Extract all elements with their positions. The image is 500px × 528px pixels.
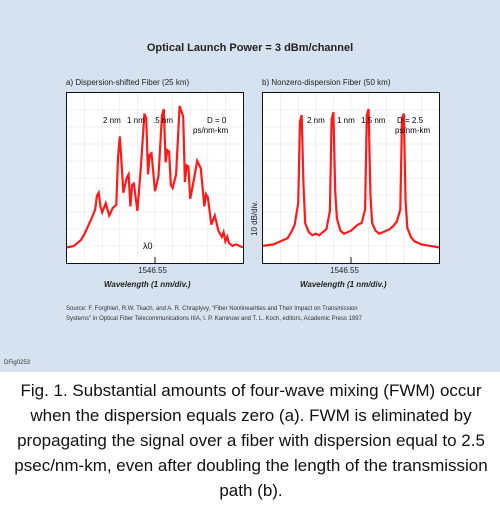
source-note-line-2: Systems" in Optical Fiber Telecommunicat… bbox=[66, 316, 362, 322]
plot-b-annot-2nm: 2 nm bbox=[307, 116, 325, 125]
plot-a-trace bbox=[66, 105, 244, 249]
figure-title: Optical Launch Power = 3 dBm/channel bbox=[146, 42, 354, 54]
figure-caption: Fig. 1. Substantial amounts of four-wave… bbox=[14, 381, 488, 500]
plot-b-trace bbox=[262, 108, 440, 249]
plot-b-xlabel: Wavelength (1 nm/div.) bbox=[300, 280, 387, 289]
plot-b-annot-unit: ps/nm-km bbox=[395, 126, 430, 135]
plot-a-annot-1nm: 1 nm bbox=[127, 116, 145, 125]
plot-a-svg: 2 nm 1 nm .5 nm D = 0 ps/nm-km λ0 bbox=[66, 93, 244, 263]
figure-panel: Optical Launch Power = 3 dBm/channel a) … bbox=[0, 0, 500, 372]
figure-id: DFig0253 bbox=[4, 360, 31, 366]
plot-b-title: b) Nonzero-dispersion Fiber (50 km) bbox=[262, 78, 391, 87]
plot-b-annot-1nm: 1 nm bbox=[337, 116, 355, 125]
plot-a-annot-lambda: λ0 bbox=[143, 241, 153, 251]
plot-a-annot-2nm: 2 nm bbox=[103, 116, 121, 125]
plot-a-xlabel: Wavelength (1 nm/div.) bbox=[104, 280, 191, 289]
plot-a-area: 2 nm 1 nm .5 nm D = 0 ps/nm-km λ0 bbox=[66, 92, 244, 264]
source-note-line-1: Source: F. Forghieri, R.W. Tkach, and A.… bbox=[66, 306, 358, 312]
plot-a-annot-unit: ps/nm-km bbox=[193, 126, 228, 135]
plot-b-tick-label: 1546.55 bbox=[330, 266, 359, 275]
plot-b-annot-15nm: 1.5 nm bbox=[361, 116, 386, 125]
plot-b-area: 2 nm 1 nm 1.5 nm D = 2.5 ps/nm-km bbox=[262, 92, 440, 264]
plot-a-tick-label: 1546.55 bbox=[138, 266, 167, 275]
plot-b-annot-d: D = 2.5 bbox=[397, 116, 424, 125]
plot-a-annot-05nm: .5 nm bbox=[153, 116, 173, 125]
plot-b-ylabel: 10 dB/div. bbox=[250, 201, 259, 236]
plot-b-svg: 2 nm 1 nm 1.5 nm D = 2.5 ps/nm-km bbox=[262, 93, 440, 263]
plot-a-annot-d: D = 0 bbox=[207, 116, 227, 125]
plot-a-title: a) Dispersion-shifted Fiber (25 km) bbox=[66, 78, 190, 87]
